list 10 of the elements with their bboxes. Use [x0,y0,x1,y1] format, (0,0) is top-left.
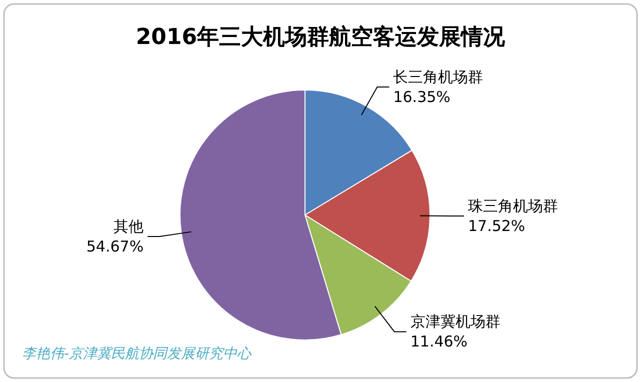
data-label: 17.52% [468,217,526,236]
data-label: 11.46% [410,332,468,351]
chart-title: 2016年三大机场群航空客运发展情况 [136,24,506,50]
data-label: 16.35% [393,88,450,106]
data-label: 54.67% [86,237,144,256]
slice-label: 其他 [114,217,144,236]
slice-label: 京津冀机场群 [410,312,500,331]
text: 李艳伟-京津冀民航协同发展研究中心 [22,346,252,362]
slice-label: 长三角机场群 [393,68,484,86]
slice-label: 珠三角机场群 [468,197,558,216]
